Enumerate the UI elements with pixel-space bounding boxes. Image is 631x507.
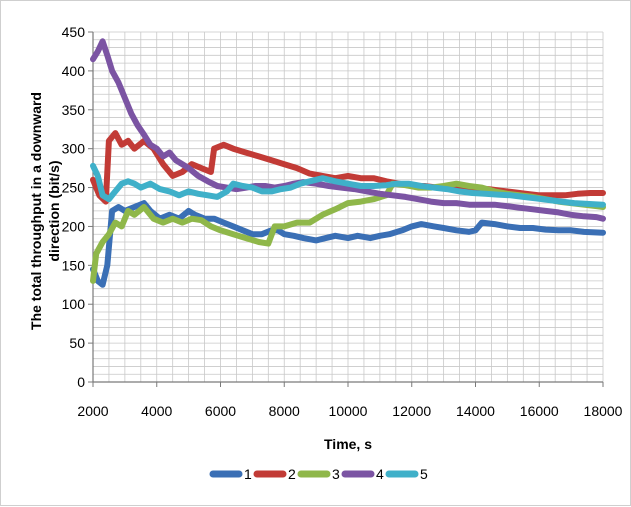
chart-legend: 1 2 3 4 5 [209, 466, 428, 482]
x-tick-label: 4000 [141, 403, 172, 419]
y-tick-label: 400 [62, 63, 86, 79]
x-tick-label: 12000 [392, 403, 431, 419]
y-tick-label: 450 [62, 24, 86, 40]
x-axis-ticks: 2000 4000 6000 8000 10000 12000 14000 16000 1800… [77, 382, 623, 419]
series-lines [90, 38, 606, 288]
y-tick-label: 150 [62, 257, 86, 273]
x-tick-label: 6000 [205, 403, 236, 419]
y-tick-label: 50 [69, 335, 85, 351]
series-line-5 [90, 162, 606, 208]
x-tick-label: 2000 [77, 403, 108, 419]
legend-label-1: 1 [244, 466, 252, 482]
x-tick-label: 14000 [456, 403, 495, 419]
x-tick-label: 18000 [584, 403, 623, 419]
x-tick-label: 16000 [520, 403, 559, 419]
x-tick-label: 8000 [269, 403, 300, 419]
y-axis-ticks: 0 50 100 150 200 250 300 350 400 450 [62, 24, 93, 390]
y-tick-label: 250 [62, 180, 86, 196]
y-tick-label: 350 [62, 102, 86, 118]
legend-label-4: 4 [376, 466, 384, 482]
y-tick-label: 200 [62, 218, 86, 234]
y-tick-label: 0 [77, 374, 85, 390]
legend-label-2: 2 [288, 466, 296, 482]
x-tick-label: 10000 [329, 403, 368, 419]
legend-label-5: 5 [420, 466, 428, 482]
y-axis-label-line2: direction (bit/s) [46, 160, 62, 261]
y-tick-label: 300 [62, 141, 86, 157]
x-axis-label: Time, s [324, 436, 372, 452]
y-tick-label: 100 [62, 296, 86, 312]
legend-label-3: 3 [332, 466, 340, 482]
y-axis-label-line1: The total throughput in a downward [28, 92, 44, 330]
